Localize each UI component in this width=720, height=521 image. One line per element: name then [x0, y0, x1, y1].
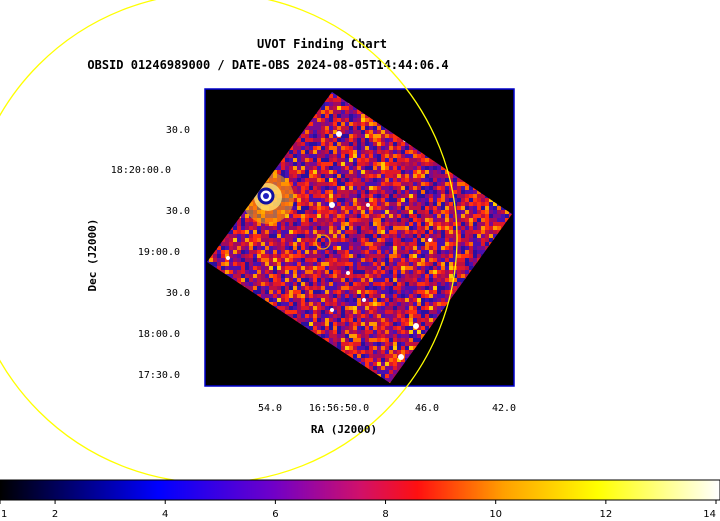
colorbar-tick-label: 12 [599, 509, 612, 520]
colorbar-tick-label: 1 [1, 509, 7, 520]
target-circle [315, 234, 331, 250]
x-tick-label: 46.0 [415, 403, 439, 414]
y-axis-label: Dec (J2000) [86, 219, 99, 292]
y-tick-label: 30.0 [166, 206, 190, 217]
colorbar-tick-label: 4 [162, 509, 168, 520]
y-tick-label: 30.0 [166, 125, 190, 136]
colorbar-ticks: 1 2 4 6 8 10 12 14 [0, 500, 717, 520]
y-tick-label: 17:30.0 [138, 370, 180, 381]
y-tick-label: 30.0 [166, 288, 190, 299]
y-tick-label: 18:20:00.0 [111, 165, 171, 176]
colorbar-tick-label: 6 [272, 509, 278, 520]
x-tick-label: 42.0 [492, 403, 516, 414]
x-axis: 54.0 16:56:50.0 46.0 42.0 [258, 403, 516, 414]
colorbar-tick-label: 14 [703, 509, 716, 520]
chart-title: UVOT Finding Chart [257, 37, 387, 51]
chart-subtitle: OBSID 01246989000 / DATE-OBS 2024-08-05T… [87, 58, 448, 72]
x-tick-label: 54.0 [258, 403, 282, 414]
x-tick-label: 16:56:50.0 [309, 403, 369, 414]
colorbar [0, 479, 720, 501]
colorbar-tick-label: 10 [489, 509, 502, 520]
y-tick-label: 18:00.0 [138, 329, 180, 340]
y-axis: 30.0 18:20:00.0 30.0 19:00.0 30.0 18:00.… [111, 125, 190, 381]
x-axis-label: RA (J2000) [311, 423, 377, 436]
colorbar-tick-label: 8 [382, 509, 388, 520]
colorbar-tick-label: 2 [52, 509, 58, 520]
y-tick-label: 19:00.0 [138, 247, 180, 258]
